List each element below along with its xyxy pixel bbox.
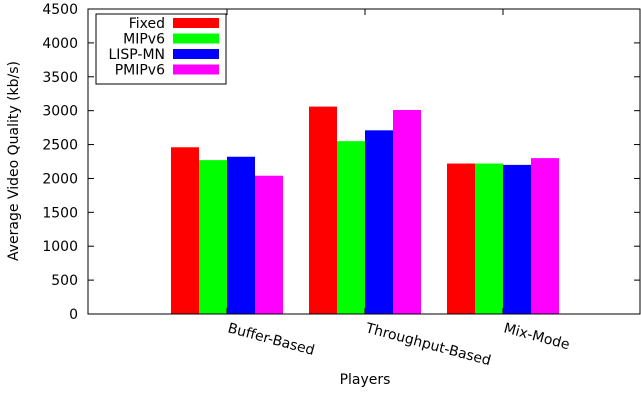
bar-fixed-buffer-based [171,147,199,314]
plot-frame [87,8,641,315]
bar-lisp-mn-mix-mode [503,164,531,314]
y-axis: 0 500 1000 1500 2000 2500 3000 3500 4000 4500 [42,2,640,323]
y-axis-label: Average Video Quality (kb/s) [6,61,22,261]
y-tick-label: 4000 [42,36,78,52]
bar-lisp-mn-buffer-based [227,156,255,314]
bar-fixed-throughput-based [309,106,337,314]
bar-pmipv6-throughput-based [393,109,421,314]
bar-pmipv6-buffer-based [255,175,283,314]
y-tick-label: 3000 [42,104,78,120]
bar-pmipv6-mix-mode [531,158,559,314]
bar-fixed-mix-mode [447,163,475,314]
x-axis-label: Players [340,372,391,388]
x-tick-label: Mix-Mode [502,320,571,353]
x-tick-label: Throughput-Based [363,320,493,369]
y-tick-label: 2500 [42,138,78,154]
bar-mipv6-buffer-based [199,160,227,314]
legend-label: MIPv6 [123,32,165,48]
legend-swatch [173,33,219,44]
y-tick-label: 500 [51,273,78,289]
y-tick-label: 3500 [42,70,78,86]
legend-label: PMIPv6 [115,63,165,79]
x-tick-label: Buffer-Based [226,320,316,359]
bar-mipv6-mix-mode [475,163,503,314]
legend-swatch [173,49,219,59]
legend-swatch [173,18,219,28]
y-tick-label: 2000 [42,171,78,187]
bar-lisp-mn-throughput-based [365,130,393,314]
y-tick-label: 4500 [42,2,78,18]
legend-label: LISP-MN [108,47,165,63]
legend-label: Fixed [129,16,165,32]
bars-layer [171,106,559,314]
y-tick-label: 1500 [42,205,78,221]
y-tick-label: 1000 [42,239,78,255]
y-tick-label: 0 [69,307,78,323]
bar-mipv6-throughput-based [337,141,365,314]
legend-swatch [173,64,219,75]
